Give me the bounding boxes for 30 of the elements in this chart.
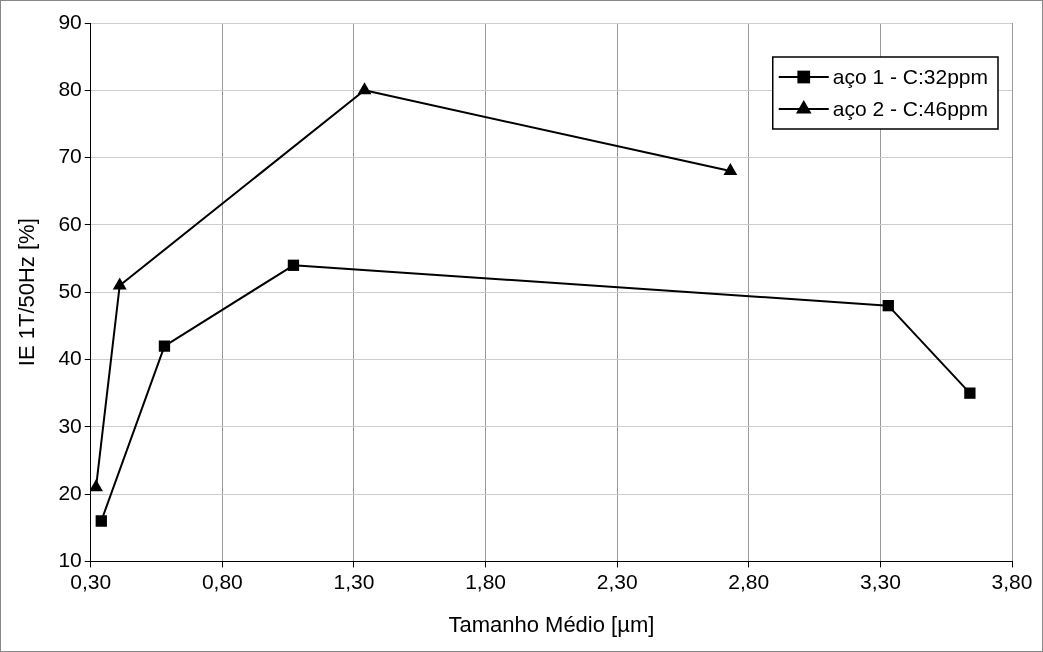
x-tick-label: 2,30 [596, 569, 638, 593]
point [357, 82, 372, 95]
x-tick-label: 3,30 [859, 569, 901, 593]
x-axis-title: Tamanho Médio [µm] [448, 611, 655, 637]
y-tick-label: 30 [58, 413, 82, 437]
point [882, 300, 894, 312]
x-tick-label: 1,80 [465, 569, 507, 593]
y-axis-title: IE 1T/50Hz [%] [14, 218, 40, 367]
y-tick-label: 60 [58, 211, 82, 235]
y-tick-label: 50 [58, 279, 82, 302]
y-tick-label: 40 [58, 346, 82, 370]
y-tick-label: 90 [58, 9, 82, 33]
y-tick-label: 70 [58, 144, 82, 168]
legend-label: aço 2 - C:46ppm [832, 96, 989, 120]
x-tick-label: 2,80 [728, 569, 770, 593]
point [158, 340, 171, 352]
point [95, 515, 107, 527]
point [90, 479, 103, 492]
y-tick-label: 20 [58, 480, 82, 504]
y-tick-label: 10 [58, 548, 82, 572]
x-tick-label: 3,80 [991, 569, 1033, 593]
legend-label: aço 1 - C:32ppm [832, 64, 989, 88]
x-tick-label: 1,30 [333, 569, 375, 593]
x-tick-label: 0,80 [201, 569, 243, 593]
point [964, 387, 976, 399]
point [287, 259, 300, 271]
point [112, 277, 127, 290]
x-tick-label: 0,30 [70, 569, 112, 593]
y-tick-label: 80 [58, 77, 82, 101]
point [723, 163, 738, 176]
